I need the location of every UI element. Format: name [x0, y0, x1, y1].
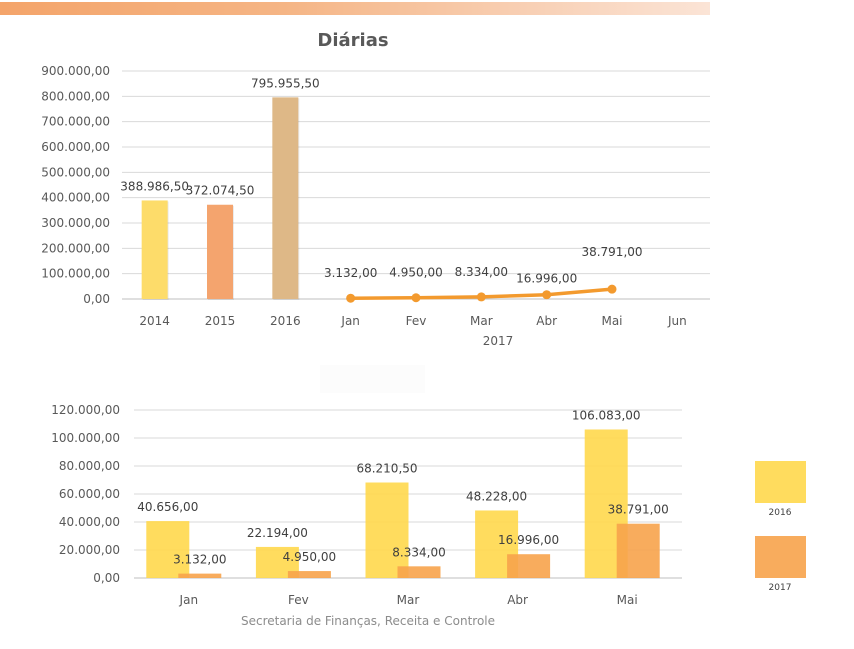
- y-tick-label: 40.000,00: [59, 515, 120, 529]
- data-label: 38.791,00: [608, 503, 669, 517]
- bar-2016: [365, 482, 409, 578]
- x-tick-label: Mai: [601, 314, 622, 328]
- data-label: 38.791,00: [581, 245, 642, 259]
- y-tick-label: 100.000,00: [51, 431, 120, 445]
- chart-title: Diárias: [317, 30, 388, 51]
- header-banner: [0, 2, 710, 15]
- source-label: Secretaria de Finanças, Receita e Contro…: [241, 614, 495, 628]
- bar: [272, 97, 299, 299]
- bottom-y-axis: 0,00 20.000,00 40.000,00 60.000,00 80.000,00…: [51, 403, 120, 585]
- x-tick-label: Jan: [179, 593, 199, 607]
- legend-swatch-2016: [755, 461, 806, 503]
- x-tick-label: 2015: [205, 314, 236, 328]
- bar-2017: [616, 523, 660, 578]
- x-tick-label: Abr: [536, 314, 557, 328]
- data-label: 8.334,00: [455, 265, 508, 279]
- line-marker: [411, 293, 421, 303]
- y-tick-label: 600.000,00: [41, 140, 110, 154]
- y-tick-label: 0,00: [93, 571, 120, 585]
- data-label: 106.083,00: [572, 408, 641, 422]
- legend-label: 2016: [769, 508, 792, 518]
- bottom-x-axis: Jan Fev Mar Abr Mai: [179, 593, 638, 607]
- bar-2017: [507, 554, 551, 578]
- y-tick-label: 0,00: [83, 292, 110, 306]
- data-label: 16.996,00: [498, 533, 559, 547]
- data-label: 22.194,00: [247, 526, 308, 540]
- y-tick-label: 800.000,00: [41, 89, 110, 103]
- top-chart: Diárias 0,00 100.000,00 200.000,00 300.000,…: [41, 30, 710, 348]
- data-label: 372.074,50: [186, 184, 255, 198]
- x-tick-label: Jun: [667, 314, 687, 328]
- top-y-axis: 0,00 100.000,00 200.000,00 300.000,00 400.00…: [41, 64, 110, 306]
- bar-2017: [287, 571, 331, 578]
- data-label: 40.656,00: [137, 500, 198, 514]
- bar-2017: [397, 566, 441, 578]
- x-tick-label: 2016: [270, 314, 301, 328]
- x-tick-label: Mar: [470, 314, 493, 328]
- line-marker: [476, 292, 486, 302]
- legend-label: 2017: [769, 583, 792, 593]
- bottom-legend: 2016 2017: [755, 461, 806, 593]
- data-label: 795.955,50: [251, 76, 320, 90]
- y-tick-label: 300.000,00: [41, 216, 110, 230]
- bar-2017: [178, 573, 222, 578]
- top-x-axis-label: 2017: [483, 334, 514, 348]
- data-label: 68.210,50: [356, 462, 417, 476]
- data-label: 3.132,00: [173, 553, 226, 567]
- data-label: 16.996,00: [516, 272, 577, 286]
- bottom-chart: 0,00 20.000,00 40.000,00 60.000,00 80.000,00…: [51, 403, 806, 628]
- bar: [207, 204, 233, 299]
- line-marker: [607, 284, 617, 294]
- y-tick-label: 20.000,00: [59, 543, 120, 557]
- chart-title-placeholder: [320, 365, 425, 393]
- y-tick-label: 200.000,00: [41, 241, 110, 255]
- bar-2016: [146, 521, 190, 578]
- data-label: 3.132,00: [324, 266, 377, 280]
- x-tick-label: 2014: [139, 314, 170, 328]
- data-label: 4.950,00: [389, 266, 442, 280]
- y-tick-label: 100.000,00: [41, 267, 110, 281]
- x-tick-label: Abr: [507, 593, 528, 607]
- x-tick-label: Jan: [340, 314, 360, 328]
- y-tick-label: 60.000,00: [59, 487, 120, 501]
- y-tick-label: 700.000,00: [41, 115, 110, 129]
- data-label: 8.334,00: [392, 545, 445, 559]
- bar: [141, 200, 168, 299]
- y-tick-label: 400.000,00: [41, 191, 110, 205]
- legend-swatch-2017: [755, 536, 806, 578]
- y-tick-label: 80.000,00: [59, 459, 120, 473]
- top-monthly-line: 3.132,00 4.950,00 8.334,00 16.996,00 38.791,…: [324, 245, 643, 303]
- x-tick-label: Fev: [406, 314, 427, 328]
- bottom-bars: 40.656,00 22.194,00 68.210,50 48.228,00 106.…: [137, 408, 669, 578]
- line-marker: [542, 290, 552, 300]
- top-x-axis: 2014 2015 2016 Jan Fev Mar Abr Mai Jun: [139, 314, 686, 328]
- data-label: 388.986,50: [120, 179, 189, 193]
- line-marker: [346, 293, 356, 303]
- x-tick-label: Mai: [617, 593, 638, 607]
- data-label: 48.228,00: [466, 489, 527, 503]
- y-tick-label: 500.000,00: [41, 165, 110, 179]
- y-tick-label: 120.000,00: [51, 403, 120, 417]
- data-label: 4.950,00: [283, 550, 336, 564]
- x-tick-label: Fev: [288, 593, 309, 607]
- x-tick-label: Mar: [397, 593, 420, 607]
- y-tick-label: 900.000,00: [41, 64, 110, 78]
